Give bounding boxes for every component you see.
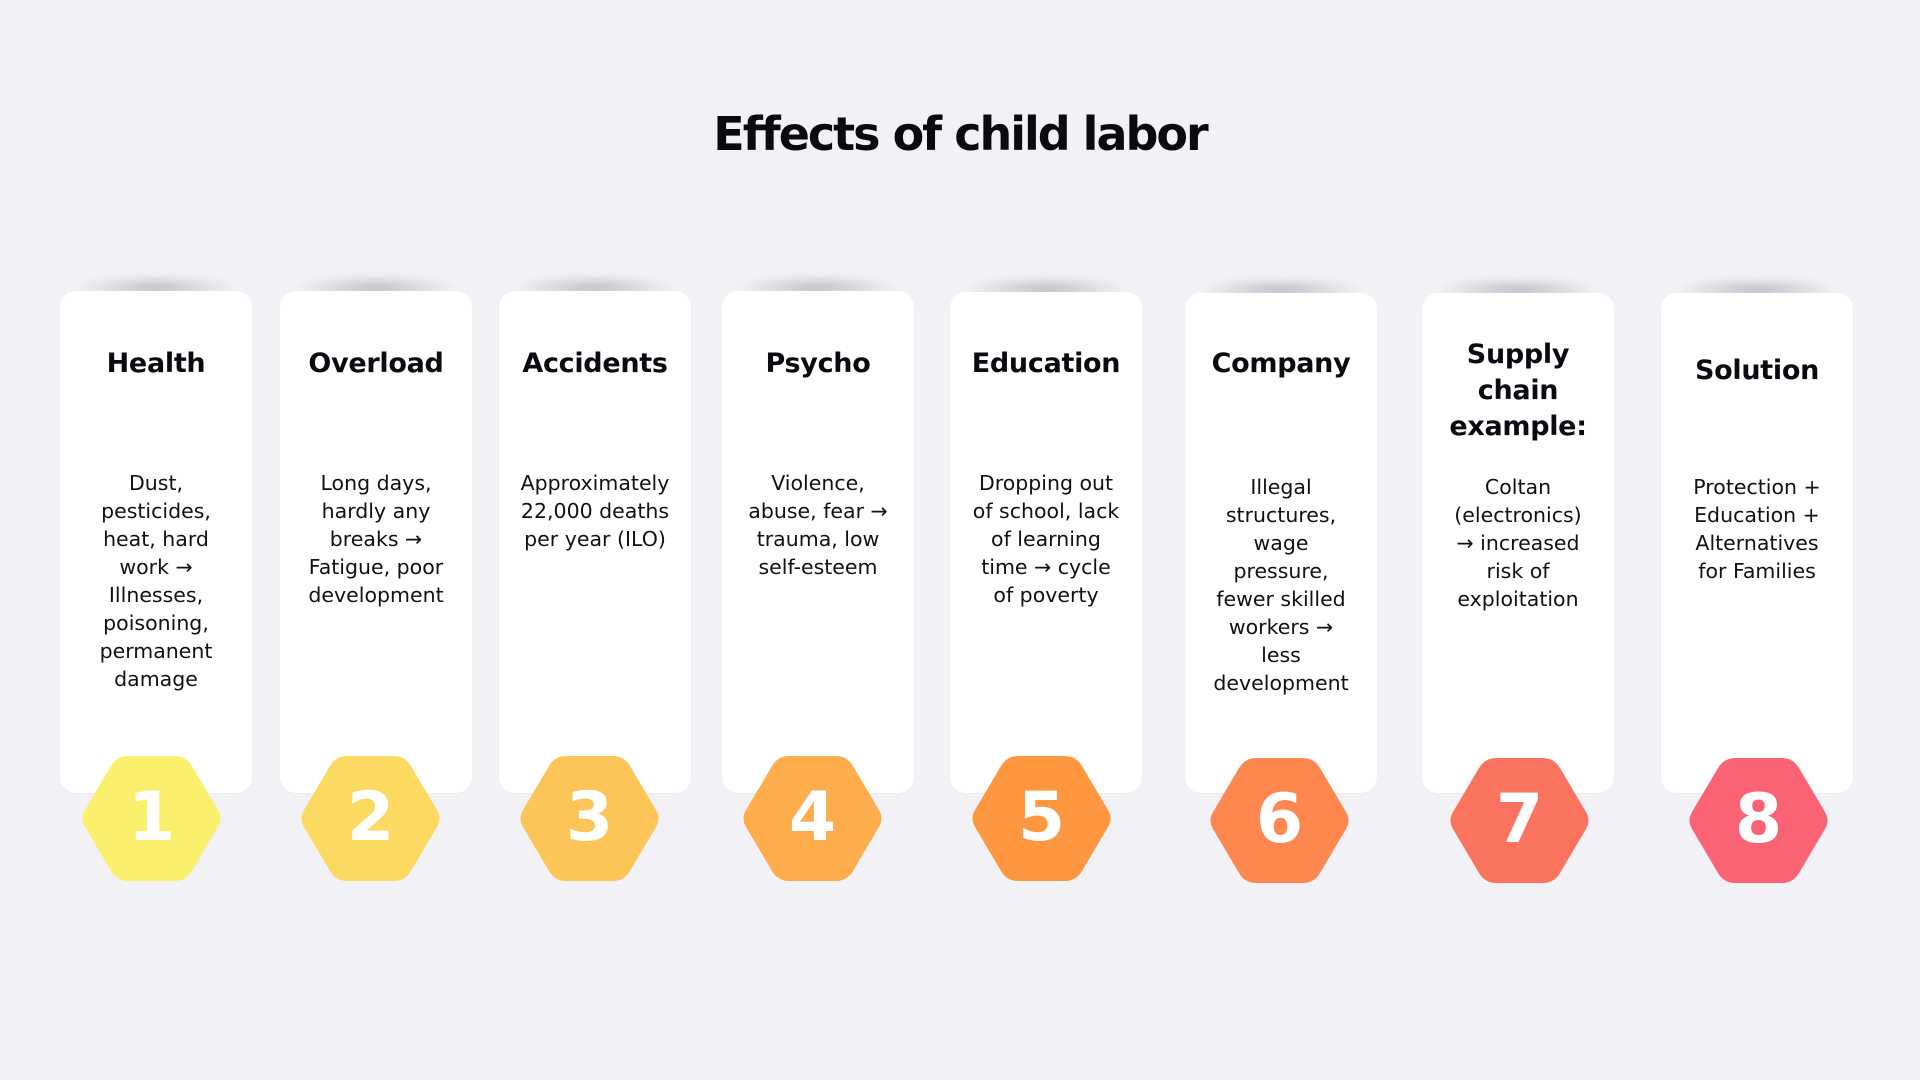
- step-badge-4: 4: [741, 754, 884, 883]
- step-number: 1: [127, 778, 176, 857]
- card-body: Dropping out of school, lack of learning…: [972, 471, 1120, 607]
- card-psycho: Psycho Violence, abuse, fear → trauma, l…: [722, 291, 914, 793]
- step-number: 2: [346, 778, 395, 857]
- card-body: Dust, pesticides, heat, hard work → Illn…: [99, 471, 213, 691]
- card-heading: Company: [1211, 348, 1351, 379]
- card-heading: Supply chain example:: [1449, 339, 1587, 442]
- card-overload: Overload Long days, hardly any breaks → …: [280, 291, 472, 793]
- card-heading: Education: [971, 348, 1121, 379]
- step-number: 3: [565, 778, 614, 857]
- hexagon-icon: [1210, 758, 1349, 883]
- card-education: Education Dropping out of school, lack o…: [950, 292, 1142, 793]
- card-heading: Health: [106, 348, 206, 379]
- hexagon-icon: [82, 756, 221, 881]
- card-heading: Overload: [308, 348, 444, 379]
- step-badge-6: 6: [1208, 756, 1351, 885]
- step-badge-1: 1: [80, 754, 223, 883]
- hexagon-icon: [972, 756, 1111, 881]
- step-number: 8: [1734, 780, 1783, 859]
- page-title: Effects of child labor: [713, 107, 1208, 161]
- card-body: Coltan (electronics) → increased risk of…: [1454, 475, 1582, 611]
- card-body: Violence, abuse, fear → trauma, low self…: [748, 471, 888, 579]
- hexagon-icon: [520, 756, 659, 881]
- card-body: Protection + Education + Alternatives fo…: [1693, 475, 1821, 583]
- card-health: Health Dust, pesticides, heat, hard work…: [60, 291, 252, 793]
- step-number: 5: [1017, 778, 1066, 857]
- step-number: 6: [1255, 780, 1304, 859]
- card-heading: Psycho: [765, 348, 871, 379]
- card-body: Illegal structures, wage pressure, fewer…: [1213, 475, 1349, 695]
- card-company: Company Illegal structures, wage pressur…: [1185, 293, 1377, 793]
- card-body: Long days, hardly any breaks → Fatigue, …: [308, 471, 444, 607]
- step-badge-3: 3: [518, 754, 661, 883]
- card-heading: Accidents: [522, 348, 668, 379]
- card-body: Approximately 22,000 deaths per year (IL…: [520, 471, 670, 551]
- step-badge-7: 7: [1448, 756, 1591, 885]
- hexagon-icon: [743, 756, 882, 881]
- step-badge-2: 2: [299, 754, 442, 883]
- step-badge-8: 8: [1687, 756, 1830, 885]
- hexagon-icon: [1689, 758, 1828, 883]
- card-supply-chain: Supply chain example: Coltan (electronic…: [1422, 293, 1614, 793]
- step-number: 7: [1495, 780, 1544, 859]
- hexagon-icon: [1450, 758, 1589, 883]
- step-badge-5: 5: [970, 754, 1113, 883]
- card-solution: Solution Protection + Education + Altern…: [1661, 293, 1853, 793]
- hexagon-icon: [301, 756, 440, 881]
- step-number: 4: [788, 778, 837, 857]
- card-accidents: Accidents Approximately 22,000 deaths pe…: [499, 291, 691, 793]
- card-heading: Solution: [1694, 355, 1819, 386]
